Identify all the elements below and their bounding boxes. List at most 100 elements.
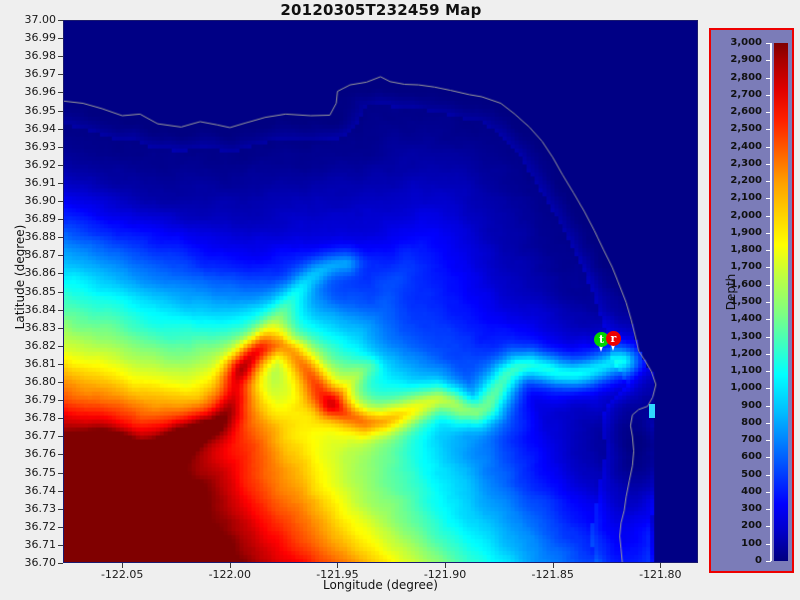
- y-tick-label: 36.93: [24, 139, 57, 153]
- target-marker-head: [594, 331, 610, 347]
- colorbar-tick-label: 500: [741, 468, 762, 480]
- colorbar-tick-mark: [766, 284, 771, 286]
- y-tick-mark: [58, 182, 63, 184]
- x-tick-mark: [445, 563, 447, 568]
- colorbar-tick-label: 2,100: [730, 192, 762, 204]
- colorbar-tick-label: 1,900: [730, 226, 762, 238]
- y-tick-label: 36.81: [24, 356, 57, 370]
- colorbar-tick-mark: [766, 232, 771, 234]
- y-tick-label: 36.84: [24, 302, 57, 316]
- y-tick-label: 36.73: [24, 501, 57, 515]
- colorbar-tick-mark: [766, 440, 771, 442]
- colorbar-tick-mark: [766, 457, 771, 459]
- y-tick-mark: [58, 38, 63, 40]
- y-tick-mark: [58, 508, 63, 510]
- colorbar-tick-mark: [766, 319, 771, 321]
- colorbar-gradient: [774, 43, 788, 561]
- colorbar-tick-label: 3,000: [730, 37, 762, 48]
- y-tick-label: 36.90: [24, 194, 57, 207]
- colorbar-tick-mark: [766, 146, 771, 148]
- colorbar-axis-line: [770, 43, 772, 561]
- colorbar-tick-mark: [766, 163, 771, 165]
- colorbar-tick-mark: [766, 198, 771, 200]
- colorbar-tick-label: 1,700: [730, 261, 762, 273]
- x-tick-mark: [337, 563, 339, 568]
- colorbar-tick-mark: [766, 215, 771, 217]
- y-tick-mark: [58, 544, 63, 546]
- y-tick-label: 36.95: [24, 103, 57, 117]
- colorbar-tick-label: 2,900: [730, 54, 762, 66]
- y-tick-label: 36.88: [24, 230, 57, 244]
- colorbar-tick-mark: [766, 129, 771, 131]
- receiver-marker[interactable]: r: [605, 330, 623, 355]
- y-tick-label: 36.91: [24, 175, 57, 189]
- y-tick-label: 36.86: [24, 266, 57, 280]
- y-tick-mark: [58, 363, 63, 365]
- receiver-marker-head: [605, 330, 621, 346]
- y-tick-mark: [58, 309, 63, 311]
- y-tick-mark: [58, 472, 63, 474]
- y-tick-label: 36.82: [24, 338, 57, 352]
- colorbar-tick-label: 2,800: [730, 71, 762, 83]
- colorbar-tick-mark: [766, 543, 771, 545]
- colorbar-title: Depth: [724, 273, 738, 311]
- y-tick-mark: [58, 92, 63, 94]
- y-tick-label: 36.77: [24, 429, 57, 443]
- x-tick-label: -121.85: [531, 568, 574, 581]
- y-tick-label: 36.71: [24, 537, 57, 551]
- y-tick-mark: [58, 164, 63, 166]
- colorbar-tick-label: 700: [741, 434, 762, 446]
- x-tick-label: -121.95: [316, 568, 359, 581]
- colorbar-tick-label: 1,500: [730, 296, 762, 307]
- x-tick-label: -121.90: [423, 568, 467, 581]
- target-marker-label: t: [599, 332, 605, 346]
- colorbar-tick-label: 2,600: [730, 106, 762, 118]
- colorbar-tick-label: 0: [755, 555, 762, 566]
- colorbar-tick-mark: [766, 60, 771, 62]
- y-tick-label: 36.79: [24, 393, 57, 407]
- y-tick-label: 36.96: [24, 85, 57, 99]
- colorbar-tick-label: 1,400: [730, 313, 762, 325]
- y-tick-mark: [58, 490, 63, 492]
- x-tick-mark: [122, 563, 124, 568]
- y-tick-mark: [58, 74, 63, 76]
- target-marker-tail: [598, 342, 605, 352]
- colorbar-tick-label: 1,000: [730, 382, 762, 394]
- y-tick-label: 36.76: [24, 447, 57, 461]
- x-axis-title: Longitude (degree): [323, 578, 438, 592]
- y-tick-mark: [58, 219, 63, 221]
- y-tick-label: 36.74: [24, 483, 57, 497]
- y-tick-label: 36.89: [24, 212, 57, 226]
- y-tick-mark: [58, 345, 63, 347]
- colorbar-tick-mark: [766, 491, 771, 493]
- y-tick-mark: [58, 327, 63, 329]
- colorbar-tick-mark: [766, 250, 771, 252]
- colorbar-tick-mark: [766, 43, 771, 44]
- colorbar-tick-label: 1,100: [730, 365, 762, 377]
- colorbar-panel[interactable]: 3,000 2,900 2,800 2,700 2,600 2,500 2,400 2,300…: [709, 28, 794, 573]
- y-tick-mark: [58, 526, 63, 528]
- bathymetry-map-panel[interactable]: t r: [63, 20, 698, 563]
- colorbar-tick-label: 800: [741, 416, 762, 428]
- y-tick-mark: [58, 255, 63, 257]
- y-tick-mark: [58, 110, 63, 112]
- page-title: 20120305T232459 Map: [280, 1, 482, 19]
- y-axis-title: Latitude (degree): [13, 224, 27, 330]
- receiver-marker-label: r: [610, 331, 617, 345]
- y-tick-label: 36.97: [24, 67, 57, 81]
- y-tick-mark: [58, 56, 63, 58]
- receiver-marker-tail: [609, 341, 616, 351]
- y-tick-label: 36.92: [24, 157, 57, 171]
- colorbar-tick-mark: [766, 371, 771, 373]
- y-tick-mark: [58, 436, 63, 438]
- colorbar-tick-label: 600: [741, 451, 762, 463]
- colorbar-tick-mark: [766, 526, 771, 528]
- colorbar-tick-mark: [766, 561, 771, 562]
- colorbar-tick-label: 2,200: [730, 175, 762, 187]
- y-tick-label: 36.83: [24, 320, 57, 334]
- y-tick-mark: [58, 563, 63, 564]
- bathymetry-heatmap-canvas: [64, 21, 697, 562]
- colorbar-tick-label: 2,700: [730, 88, 762, 100]
- target-marker[interactable]: t: [594, 331, 611, 356]
- y-tick-mark: [58, 454, 63, 456]
